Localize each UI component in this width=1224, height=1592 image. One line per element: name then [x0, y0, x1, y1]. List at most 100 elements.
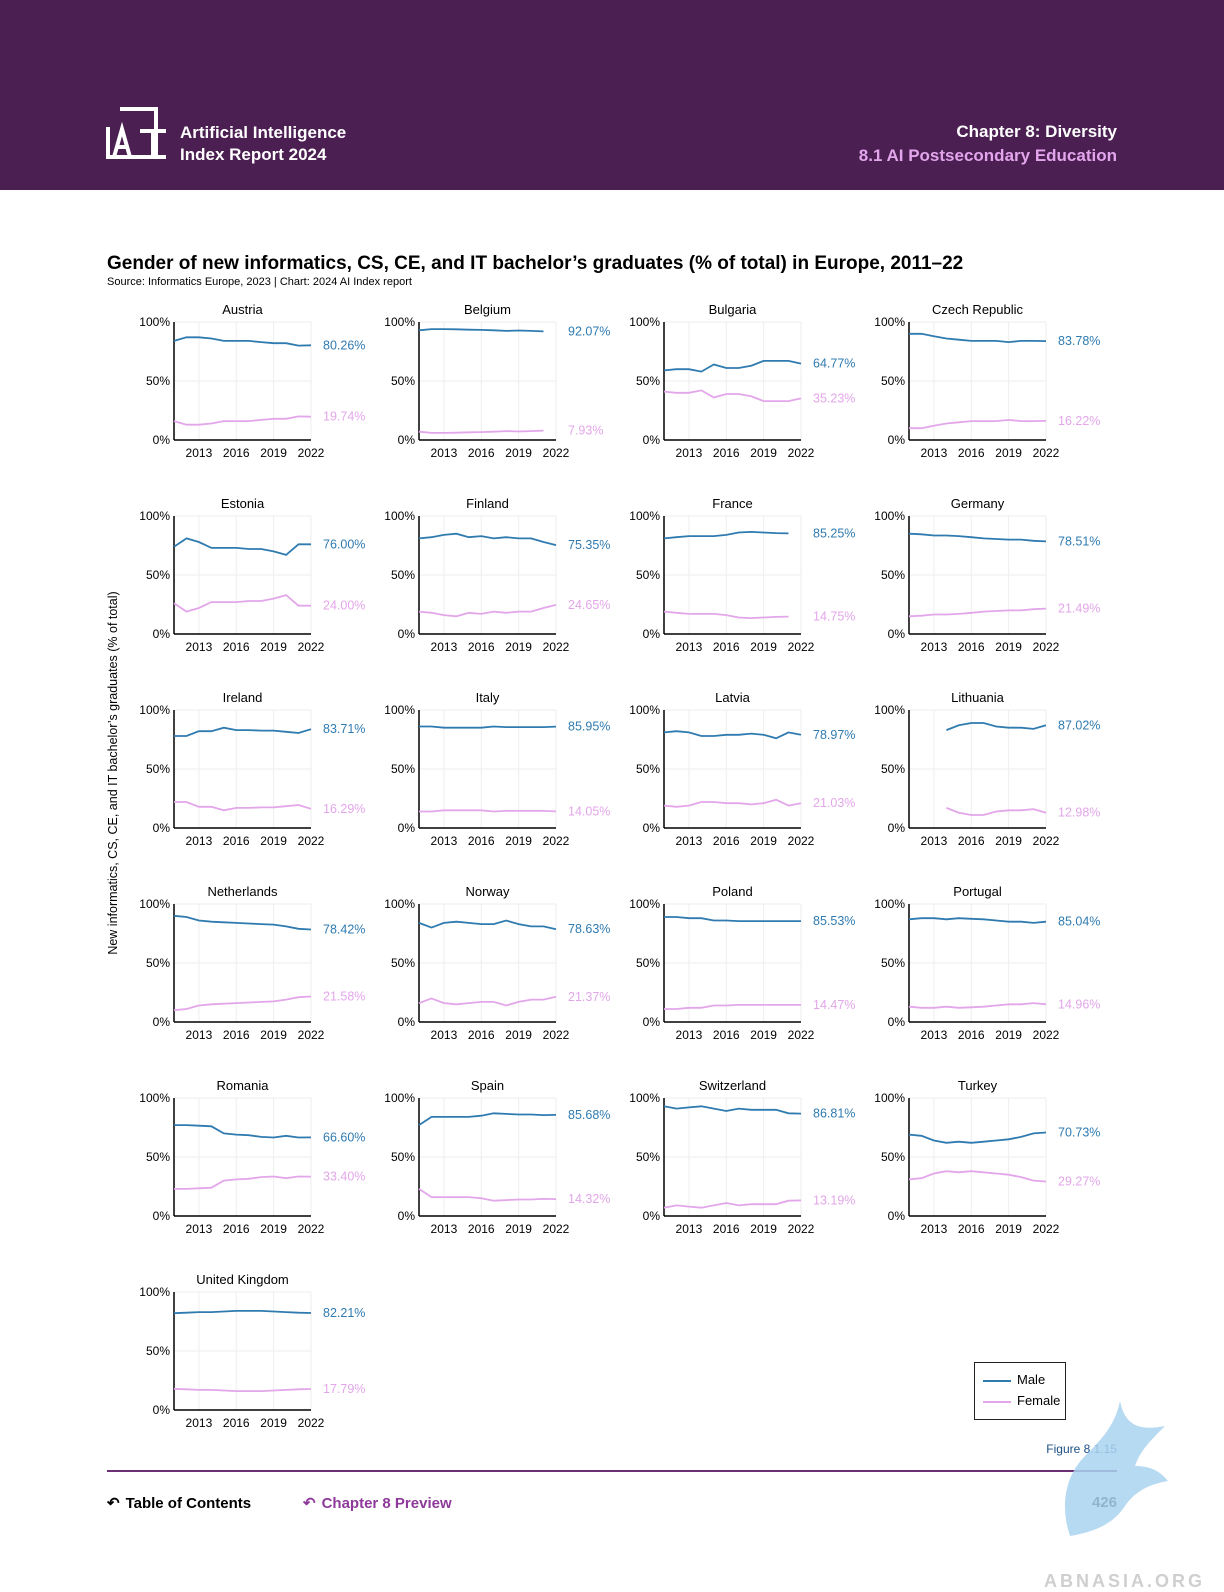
x-tick-label: 2022: [543, 834, 570, 848]
data-label-male: 92.07%: [568, 324, 610, 338]
chapter-preview-link[interactable]: ↶ Chapter 8 Preview: [303, 1494, 452, 1512]
panel-title: Poland: [712, 884, 752, 899]
x-tick-label: 2016: [468, 1222, 495, 1236]
panel-title: Romania: [216, 1078, 269, 1093]
data-label-female: 29.27%: [1058, 1174, 1100, 1188]
series-line-female: [418, 1188, 557, 1202]
section-title: 8.1 AI Postsecondary Education: [858, 146, 1117, 165]
series-line-male: [418, 919, 557, 931]
watermark-text: ABNASIA.ORG: [1044, 1571, 1206, 1591]
series-line-female: [663, 1199, 802, 1209]
data-label-female: 14.05%: [568, 804, 610, 818]
x-tick-label: 2019: [995, 1028, 1022, 1042]
series-line-female: [908, 1170, 1047, 1183]
series-line-male: [419, 725, 557, 729]
y-tick-label: 100%: [384, 897, 415, 911]
x-tick-label: 2013: [921, 1222, 948, 1236]
panel-ireland: Ireland 0% 50% 100% 2013 2016 2019 2022 83.71% 16…: [139, 690, 365, 848]
y-tick-label: 50%: [146, 762, 170, 776]
x-tick-label: 2013: [431, 1222, 458, 1236]
x-tick-label: 2013: [676, 834, 703, 848]
x-tick-label: 2013: [186, 446, 213, 460]
x-tick-label: 2016: [713, 446, 740, 460]
chapter-heading: Chapter 8: Diversity 8.1 AI Postsecondar…: [859, 120, 1117, 168]
x-tick-label: 2022: [1033, 1222, 1060, 1236]
x-tick-label: 2013: [921, 834, 948, 848]
y-tick-label: 100%: [384, 315, 415, 329]
y-tick-label: 50%: [391, 374, 415, 388]
series-line-male: [174, 726, 312, 737]
x-tick-label: 2016: [713, 1222, 740, 1236]
return-arrow-icon: ↶: [107, 1495, 120, 1512]
panel-france: France 0% 50% 100% 2013 2016 2019 2022 85.25% 14.…: [629, 496, 855, 654]
data-label-female: 16.29%: [323, 802, 365, 816]
y-tick-label: 50%: [881, 568, 905, 582]
data-label-male: 85.95%: [568, 720, 610, 734]
panel-finland: Finland 0% 50% 100% 2013 2016 2019 2022 75.35% 24…: [384, 496, 610, 654]
x-tick-label: 2013: [186, 1028, 213, 1042]
data-label-female: 14.47%: [813, 998, 855, 1012]
y-tick-label: 0%: [398, 1209, 416, 1223]
x-tick-label: 2022: [298, 1416, 325, 1430]
x-tick-label: 2016: [223, 1222, 250, 1236]
y-tick-label: 50%: [636, 762, 660, 776]
series-line-male: [663, 359, 802, 373]
series-line-female: [173, 415, 312, 426]
data-label-male: 82.21%: [323, 1306, 365, 1320]
panel-turkey: Turkey 0% 50% 100% 2013 2016 2019 2022 70.73% 29.…: [874, 1078, 1100, 1236]
x-tick-label: 2019: [505, 1222, 532, 1236]
y-tick-label: 50%: [881, 1150, 905, 1164]
panel-poland: Poland 0% 50% 100% 2013 2016 2019 2022 85.53% 14.…: [629, 884, 855, 1042]
series-line-male: [908, 1131, 1047, 1144]
series-line-male: [908, 532, 1047, 543]
y-tick-label: 0%: [398, 1015, 416, 1029]
data-label-female: 21.03%: [813, 796, 855, 810]
legend-swatch-female: [983, 1400, 1011, 1403]
table-of-contents-link[interactable]: ↶ Table of Contents: [107, 1494, 251, 1512]
y-tick-label: 0%: [153, 1015, 171, 1029]
series-line-female: [173, 1387, 312, 1392]
series-line-male: [418, 532, 557, 546]
y-tick-label: 0%: [398, 433, 416, 447]
x-tick-label: 2013: [676, 640, 703, 654]
panel-norway: Norway 0% 50% 100% 2013 2016 2019 2022 78.63% 21.…: [384, 884, 610, 1042]
panel-title: Lithuania: [951, 690, 1005, 705]
legend-item-female: Female: [983, 1392, 1060, 1410]
x-tick-label: 2019: [750, 834, 777, 848]
series-line-female: [418, 604, 557, 618]
y-tick-label: 0%: [643, 627, 661, 641]
series-line-male: [663, 730, 802, 740]
x-tick-label: 2022: [788, 640, 815, 654]
x-tick-label: 2016: [468, 640, 495, 654]
panel-united-kingdom: United Kingdom 0% 50% 100% 2013 2016 2019 2022 8…: [139, 1272, 365, 1430]
y-tick-label: 100%: [384, 1091, 415, 1105]
x-tick-label: 2022: [298, 834, 325, 848]
panel-latvia: Latvia 0% 50% 100% 2013 2016 2019 2022 78.97% 21.…: [629, 690, 855, 848]
x-tick-label: 2016: [223, 1416, 250, 1430]
panel-title: Bulgaria: [709, 302, 757, 317]
panel-portugal: Portugal 0% 50% 100% 2013 2016 2019 2022 85.04% 1…: [874, 884, 1100, 1042]
panel-estonia: Estonia 0% 50% 100% 2013 2016 2019 2022 76.00% 24…: [139, 496, 365, 654]
x-tick-label: 2016: [958, 1222, 985, 1236]
series-line-female: [664, 1004, 801, 1010]
y-tick-label: 100%: [874, 315, 905, 329]
panel-belgium: Belgium 0% 50% 100% 2013 2016 2019 2022 92.07% 7.…: [384, 302, 610, 460]
panel-switzerland: Switzerland 0% 50% 100% 2013 2016 2019 2022 86.8…: [629, 1078, 855, 1236]
y-tick-label: 100%: [139, 897, 170, 911]
panel-title: Austria: [222, 302, 263, 317]
x-tick-label: 2019: [260, 446, 287, 460]
panel-germany: Germany 0% 50% 100% 2013 2016 2019 2022 78.51% 21…: [874, 496, 1100, 654]
y-tick-label: 50%: [636, 374, 660, 388]
x-tick-label: 2022: [298, 1028, 325, 1042]
x-tick-label: 2019: [260, 1222, 287, 1236]
panel-title: Italy: [476, 690, 500, 705]
y-tick-label: 50%: [391, 956, 415, 970]
y-tick-label: 50%: [391, 568, 415, 582]
y-tick-label: 50%: [146, 1150, 170, 1164]
x-tick-label: 2022: [788, 1028, 815, 1042]
y-tick-label: 50%: [881, 762, 905, 776]
y-tick-label: 0%: [153, 627, 171, 641]
x-tick-label: 2016: [713, 640, 740, 654]
y-tick-label: 100%: [629, 703, 660, 717]
panel-title: Switzerland: [699, 1078, 766, 1093]
